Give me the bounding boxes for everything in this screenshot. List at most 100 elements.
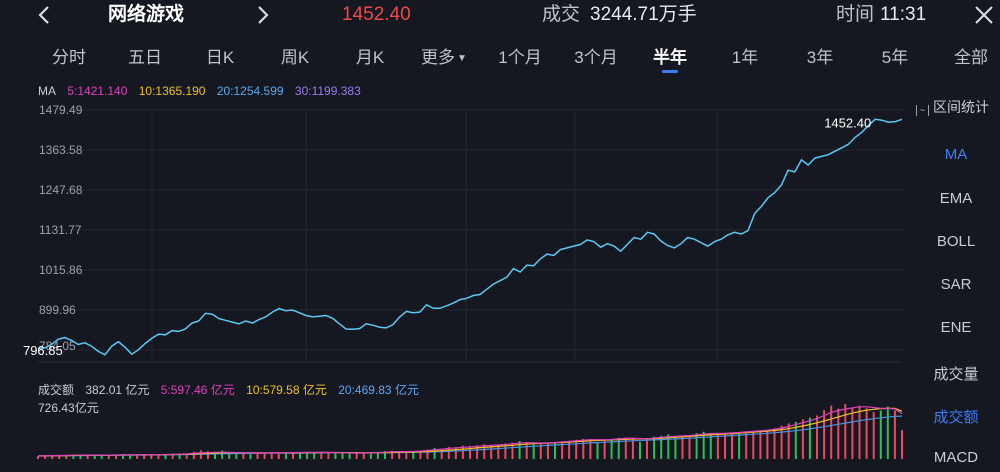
price-y-axis: 1479.49 1363.58 1247.68 1131.77 1015.86 899.9…: [39, 103, 83, 353]
tab-more[interactable]: 更多 ▼: [421, 43, 467, 68]
turnover-bar: [653, 436, 656, 459]
tab-3-year[interactable]: 3年: [806, 48, 834, 67]
indicator-ma[interactable]: MA: [944, 146, 968, 163]
turnover-bar: [277, 452, 280, 459]
turnover-bar: [724, 433, 726, 459]
y-tick-label: 784.05: [39, 339, 76, 353]
indicator-ema[interactable]: EMA: [939, 190, 973, 207]
turnover-bar: [192, 451, 195, 459]
turnover-bar: [469, 446, 471, 459]
turnover-bar: [865, 408, 868, 459]
turnover-bar: [561, 441, 564, 459]
turnover-bar: [107, 454, 110, 459]
turnover-bar: [483, 444, 486, 459]
indicator-menu: ~ 区间统计 MA EMA BOLL SAR ENE 成交量 成交额 MACD: [912, 88, 1000, 472]
turnover-bar: [86, 454, 89, 459]
tab-daily-k[interactable]: 日K: [205, 48, 235, 67]
price-line: [37, 118, 903, 356]
tab-1-year[interactable]: 1年: [731, 48, 759, 67]
turnover-bar: [844, 404, 847, 459]
turnover-bar: [461, 445, 464, 459]
turnover-bar: [794, 421, 797, 459]
turnover-bar: [398, 451, 401, 459]
ma10-value: 10:1365.190: [138, 84, 206, 98]
y-tick-label: 899.96: [39, 303, 76, 317]
turnover-bar: [341, 453, 344, 459]
turnover-bar: [178, 454, 181, 459]
turnover-ma5-line: [37, 406, 903, 457]
turnover-bar: [660, 435, 663, 459]
min-price-label: 796.85: [23, 343, 63, 358]
turnover-bar: [773, 428, 776, 459]
turnover-bar: [256, 452, 259, 459]
price-chart[interactable]: 1479.49 1363.58 1247.68 1131.77 1015.86 899.9…: [0, 96, 912, 364]
turnover-chart[interactable]: [0, 390, 912, 472]
indicator-ene[interactable]: ENE: [940, 319, 972, 336]
turnover-ma10: 10:579.58 亿元: [246, 383, 327, 397]
turnover-bar: [504, 443, 507, 459]
turnover-bar: [65, 455, 68, 459]
indicator-macd[interactable]: MACD: [933, 449, 979, 466]
turnover-bar: [610, 438, 613, 459]
turnover-bar: [235, 452, 238, 459]
turnover-bar: [816, 415, 818, 459]
turnover-bar: [306, 451, 309, 459]
interval-stats-button[interactable]: ~ 区间统计: [916, 97, 989, 117]
turnover-bar: [284, 452, 287, 459]
tab-weekly-k[interactable]: 周K: [280, 48, 310, 67]
turnover-bar: [709, 432, 712, 459]
turnover-bar: [823, 410, 826, 459]
active-tab-indicator: [662, 70, 678, 73]
turnover-bar: [851, 407, 854, 459]
turnover-bar: [511, 442, 514, 459]
chevron-right-icon[interactable]: [255, 5, 271, 25]
turnover-bar: [369, 452, 372, 459]
turnover-bar: [490, 445, 493, 459]
turnover-bar: [37, 456, 39, 459]
tab-five-day[interactable]: 五日: [128, 48, 162, 67]
turnover-bar: [44, 455, 47, 459]
current-price: 1452.40: [342, 4, 411, 25]
ma-legend: MA 5:1421.140 10:1365.190 20:1254.599 30…: [38, 84, 361, 98]
turnover-bar: [157, 454, 160, 459]
indicator-boll[interactable]: BOLL: [936, 233, 976, 250]
ma30-value: 30:1199.383: [294, 84, 361, 98]
tab-3-month[interactable]: 3个月: [574, 48, 618, 67]
indicator-turnover[interactable]: 成交额: [933, 409, 979, 426]
turnover-bar: [681, 437, 684, 459]
tab-monthly-k[interactable]: 月K: [355, 48, 385, 67]
y-tick-label: 1247.68: [39, 183, 83, 197]
turnover-bar: [716, 434, 719, 459]
top-bar: 网络游戏 1452.40 成交 3244.71万手 时间 11:31: [0, 0, 1000, 32]
turnover-bar: [901, 430, 903, 459]
indicator-volume[interactable]: 成交量: [933, 366, 979, 383]
x-tick-label: 2023-03: [695, 363, 739, 364]
period-tabs: 分时 五日 日K 周K 月K 更多 ▼ 1个月 3个月 半年 1年 3年 5年 全…: [0, 38, 1000, 78]
tab-1-month[interactable]: 1个月: [498, 48, 542, 67]
turnover-bar: [171, 453, 174, 459]
turnover-ma20: 20:469.83 亿元: [338, 383, 419, 397]
turnover-bar: [667, 434, 670, 459]
tab-half-year[interactable]: 半年: [653, 43, 687, 73]
turnover-bar: [299, 452, 301, 459]
max-price-label: 1452.40: [824, 115, 871, 130]
turnover-bar: [164, 455, 167, 459]
turnover-bar: [384, 451, 386, 459]
close-icon[interactable]: [974, 5, 994, 25]
price-grid: [38, 109, 902, 363]
tab-intraday[interactable]: 分时: [52, 48, 86, 67]
price-x-axis: 2022-11 2022-12 2023-01 2023-02 2023-03: [130, 363, 739, 364]
x-tick-label: 2023-01: [444, 363, 488, 364]
tab-all[interactable]: 全部: [954, 48, 988, 67]
indicator-sar[interactable]: SAR: [940, 276, 972, 293]
turnover-bar: [292, 452, 294, 459]
tab-5-year[interactable]: 5年: [881, 48, 909, 67]
turnover-bar: [688, 435, 691, 459]
turnover-bar: [454, 447, 457, 459]
time-label: 时间: [836, 4, 875, 25]
turnover-bar: [554, 442, 556, 459]
turnover-bar: [150, 454, 153, 459]
chevron-left-icon[interactable]: [36, 5, 52, 25]
turnover-bar: [214, 451, 216, 459]
turnover-bar: [93, 455, 96, 459]
